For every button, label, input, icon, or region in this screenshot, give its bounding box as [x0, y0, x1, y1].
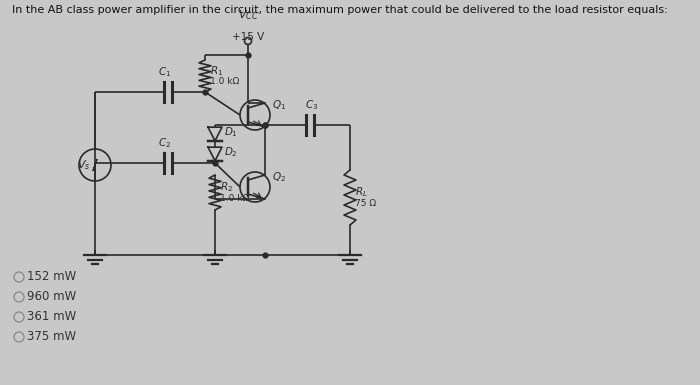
- Text: $R_2$: $R_2$: [220, 181, 233, 194]
- Text: $R_1$: $R_1$: [210, 64, 223, 78]
- Text: +15 V: +15 V: [232, 32, 264, 42]
- Text: $Q_2$: $Q_2$: [272, 170, 286, 184]
- Text: 75 Ω: 75 Ω: [355, 199, 376, 208]
- Text: $D_1$: $D_1$: [224, 125, 238, 139]
- Text: $C_2$: $C_2$: [158, 136, 172, 150]
- Text: 152 mW: 152 mW: [27, 271, 76, 283]
- Text: $R_L$: $R_L$: [355, 186, 368, 199]
- Text: 1.0 kΩ: 1.0 kΩ: [210, 77, 239, 87]
- Text: 375 mW: 375 mW: [27, 330, 76, 343]
- Text: $Q_1$: $Q_1$: [272, 98, 286, 112]
- Text: $C_1$: $C_1$: [158, 65, 172, 79]
- Text: $V_s$: $V_s$: [76, 158, 90, 172]
- Text: $D_2$: $D_2$: [224, 145, 238, 159]
- Text: 1.0 kΩ: 1.0 kΩ: [220, 194, 249, 203]
- Text: 361 mW: 361 mW: [27, 310, 76, 323]
- Text: $V_{CC}$: $V_{CC}$: [238, 8, 258, 22]
- Text: $C_3$: $C_3$: [305, 98, 318, 112]
- Text: 960 mW: 960 mW: [27, 291, 76, 303]
- Text: In the AB class power amplifier in the circuit, the maximum power that could be : In the AB class power amplifier in the c…: [12, 5, 668, 15]
